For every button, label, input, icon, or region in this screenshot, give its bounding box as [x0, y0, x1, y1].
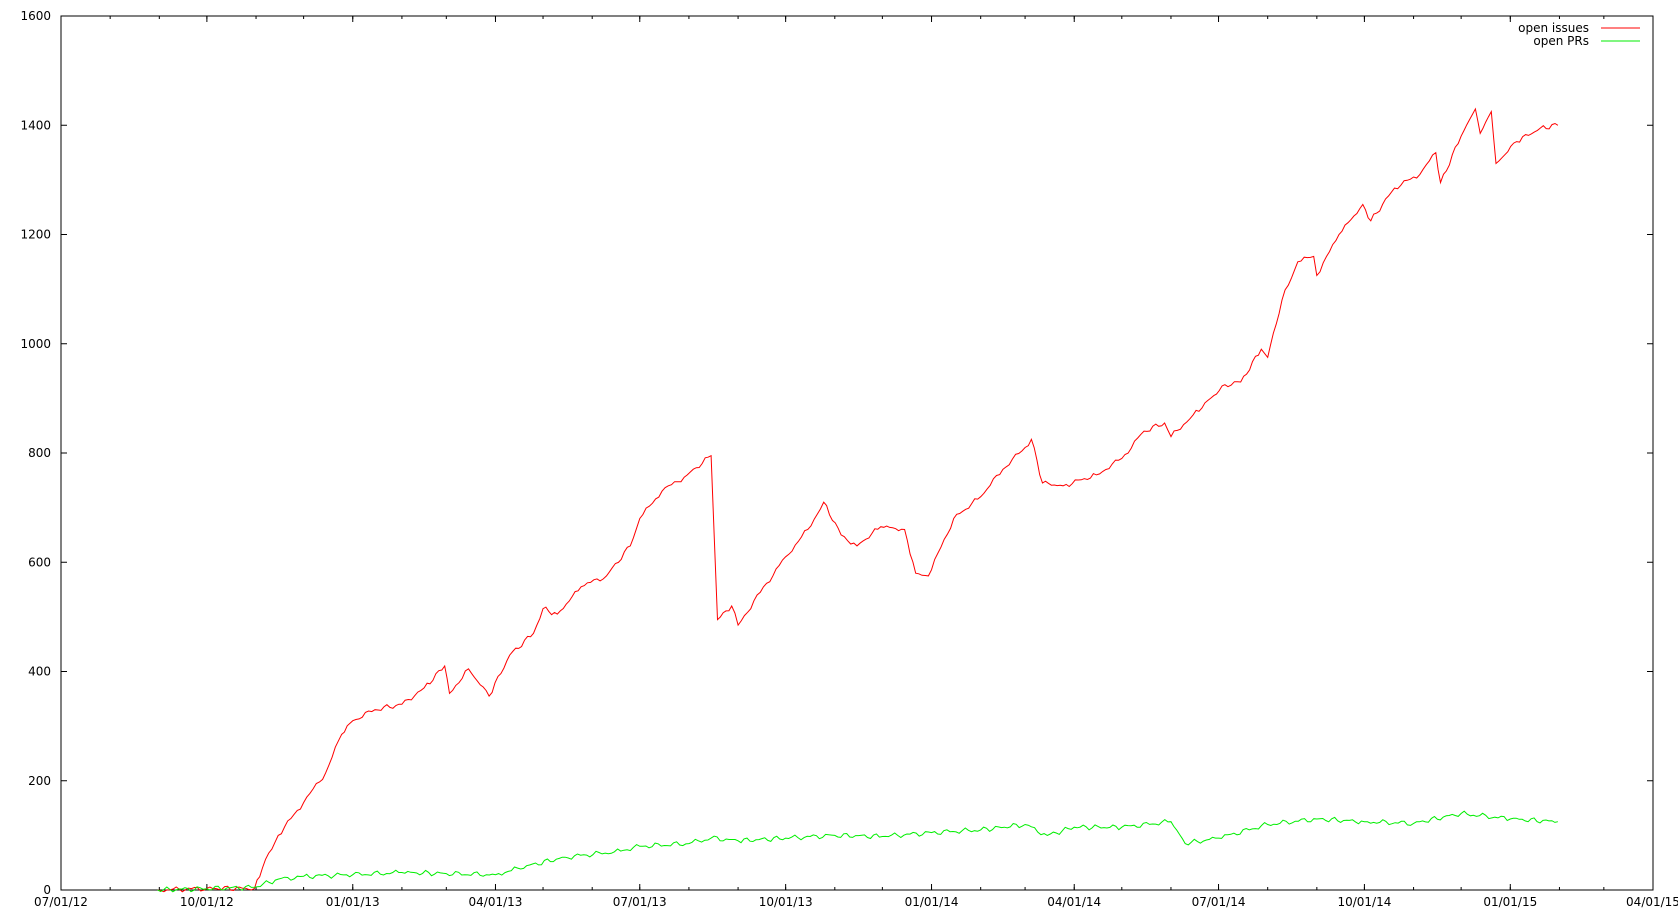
plot-frame	[60, 15, 1654, 891]
x-tick-label: 10/01/13	[759, 895, 813, 909]
y-tick-label: 600	[28, 555, 51, 569]
x-tick-label: 01/01/15	[1483, 895, 1537, 909]
x-tick-label: 07/01/14	[1192, 895, 1246, 909]
y-axis: 0 200 400 600 800 1000 1200 1400 1600	[20, 9, 1653, 897]
y-tick-label: 1200	[20, 228, 51, 242]
legend-label-open-prs: open PRs	[1533, 34, 1589, 48]
y-tick-label: 1600	[20, 9, 51, 23]
series-line-open-prs	[157, 810, 1559, 893]
x-tick-label: 04/01/14	[1047, 895, 1101, 909]
legend-label-open-issues: open issues	[1518, 21, 1589, 35]
x-tick-label: 07/01/12	[34, 895, 88, 909]
x-tick-label: 04/01/13	[469, 895, 523, 909]
x-tick-label: 01/01/14	[905, 895, 959, 909]
x-tick-label: 04/01/15	[1626, 895, 1678, 909]
y-tick-label: 1000	[20, 337, 51, 351]
y-tick-label: 800	[28, 446, 51, 460]
x-tick-label: 10/01/14	[1337, 895, 1391, 909]
y-tick-label: 1400	[20, 118, 51, 132]
x-tick-label: 10/01/12	[180, 895, 234, 909]
x-axis: 07/01/12 10/01/12 01/01/13 04/01/13 07/01/13…	[34, 16, 1678, 909]
y-tick-label: 0	[43, 883, 51, 897]
x-tick-label: 07/01/13	[613, 895, 667, 909]
legend: open issues open PRs	[1518, 21, 1640, 48]
x-tick-label: 01/01/13	[326, 895, 380, 909]
series-layer	[157, 107, 1559, 893]
y-tick-label: 200	[28, 774, 51, 788]
series-line-open-issues	[157, 107, 1559, 893]
y-tick-label: 400	[28, 665, 51, 679]
